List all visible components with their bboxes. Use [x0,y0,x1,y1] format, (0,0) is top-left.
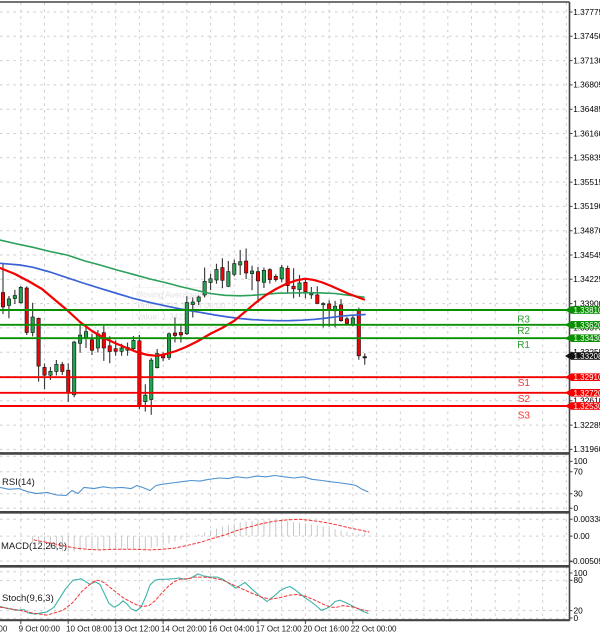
svg-text:10 Oct 08:00: 10 Oct 08:00 [66,625,112,634]
svg-text:0: 0 [574,613,579,623]
svg-text:MACD(12,26,9): MACD(12,26,9) [1,541,67,552]
svg-text:22 Oct 00:00: 22 Oct 00:00 [351,625,397,634]
svg-text:80: 80 [574,575,584,585]
svg-text:1.33620: 1.33620 [574,321,600,330]
svg-text:1.35515: 1.35515 [573,177,600,187]
svg-text:1.33430: 1.33430 [574,334,600,343]
svg-text:1.37775: 1.37775 [573,7,600,17]
svg-text:14 Oct 20:00: 14 Oct 20:00 [161,625,207,634]
svg-text:0.00338: 0.00338 [574,514,600,524]
svg-text:Time: 2023.10.14 00:00: Time: 2023.10.14 00:00 [136,301,226,311]
svg-text:8 Oct 16:00: 8 Oct 16:00 [0,625,8,634]
svg-text:Moving Average(55): Moving Average(55) [136,290,212,300]
svg-text:0: 0 [574,503,579,513]
svg-text:1.34870: 1.34870 [573,226,600,236]
svg-text:30: 30 [574,489,584,499]
svg-text:1.32610: 1.32610 [573,396,600,406]
svg-text:1.32285: 1.32285 [573,420,600,430]
svg-text:-0.00509: -0.00509 [570,556,600,566]
svg-text:1.34545: 1.34545 [573,250,600,260]
svg-text:20 Oct 16:00: 20 Oct 16:00 [303,625,349,634]
svg-text:1.33900: 1.33900 [573,298,600,308]
svg-text:70: 70 [574,467,584,477]
svg-text:S1: S1 [518,378,531,389]
svg-text:20: 20 [574,605,584,615]
svg-text:17 Oct 12:00: 17 Oct 12:00 [256,625,302,634]
svg-text:1.33208: 1.33208 [574,352,600,361]
svg-text:1.37450: 1.37450 [573,31,600,41]
svg-text:0.00: 0.00 [574,531,591,541]
svg-text:16 Oct 04:00: 16 Oct 04:00 [208,625,254,634]
svg-text:1.32530: 1.32530 [574,402,600,411]
svg-text:S2: S2 [518,394,531,405]
svg-text:100: 100 [574,568,588,578]
svg-text:1.36805: 1.36805 [573,80,600,90]
svg-text:R3: R3 [517,315,530,326]
svg-text:1.36485: 1.36485 [573,104,600,114]
svg-text:1.32720: 1.32720 [574,389,600,398]
svg-text:R2: R2 [517,326,530,337]
svg-text:1.33255: 1.33255 [573,347,600,357]
svg-text:1.35190: 1.35190 [573,201,600,211]
svg-text:13 Oct 12:00: 13 Oct 12:00 [114,625,160,634]
svg-text:1.31960: 1.31960 [573,444,600,454]
svg-text:1.32910: 1.32910 [574,373,600,382]
svg-text:100: 100 [574,456,588,466]
svg-text:9 Oct 00:00: 9 Oct 00:00 [19,625,61,634]
svg-text:Value: 1.3422: Value: 1.3422 [136,312,188,322]
svg-text:1.37130: 1.37130 [573,55,600,65]
svg-text:RSI(14): RSI(14) [2,477,35,488]
svg-text:1.34225: 1.34225 [573,274,600,284]
svg-text:1.33810: 1.33810 [574,306,600,315]
svg-text:Stoch(9,6,3): Stoch(9,6,3) [2,593,54,604]
svg-text:1.36160: 1.36160 [573,128,600,138]
svg-text:1.35835: 1.35835 [573,153,600,163]
svg-text:R1: R1 [517,340,530,351]
svg-text:S3: S3 [518,411,531,422]
